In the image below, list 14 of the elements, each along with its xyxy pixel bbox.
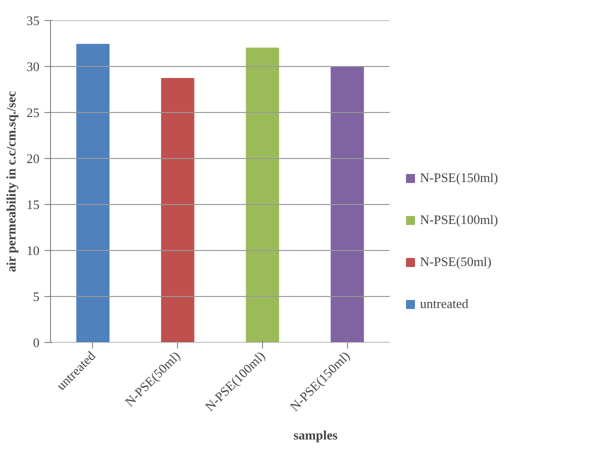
y-axis-title: air permeability in c.c/cm.sq./sec <box>4 90 18 272</box>
x-axis-title: samples <box>293 427 338 442</box>
y-tick-label: 0 <box>33 335 40 350</box>
legend-label: untreated <box>420 296 468 312</box>
y-tick-label: 20 <box>26 151 40 166</box>
legend-label: N-PSE(100ml) <box>420 212 498 228</box>
y-tick-label: 15 <box>26 197 40 212</box>
y-tick-label: 25 <box>26 105 40 120</box>
y-tick-label: 35 <box>26 13 40 28</box>
legend-label: N-PSE(150ml) <box>420 170 498 186</box>
legend-label: N-PSE(50ml) <box>420 254 492 270</box>
y-tick-label: 10 <box>26 243 40 258</box>
y-tick-label: 30 <box>26 59 40 74</box>
y-tick-label: 5 <box>33 289 40 304</box>
